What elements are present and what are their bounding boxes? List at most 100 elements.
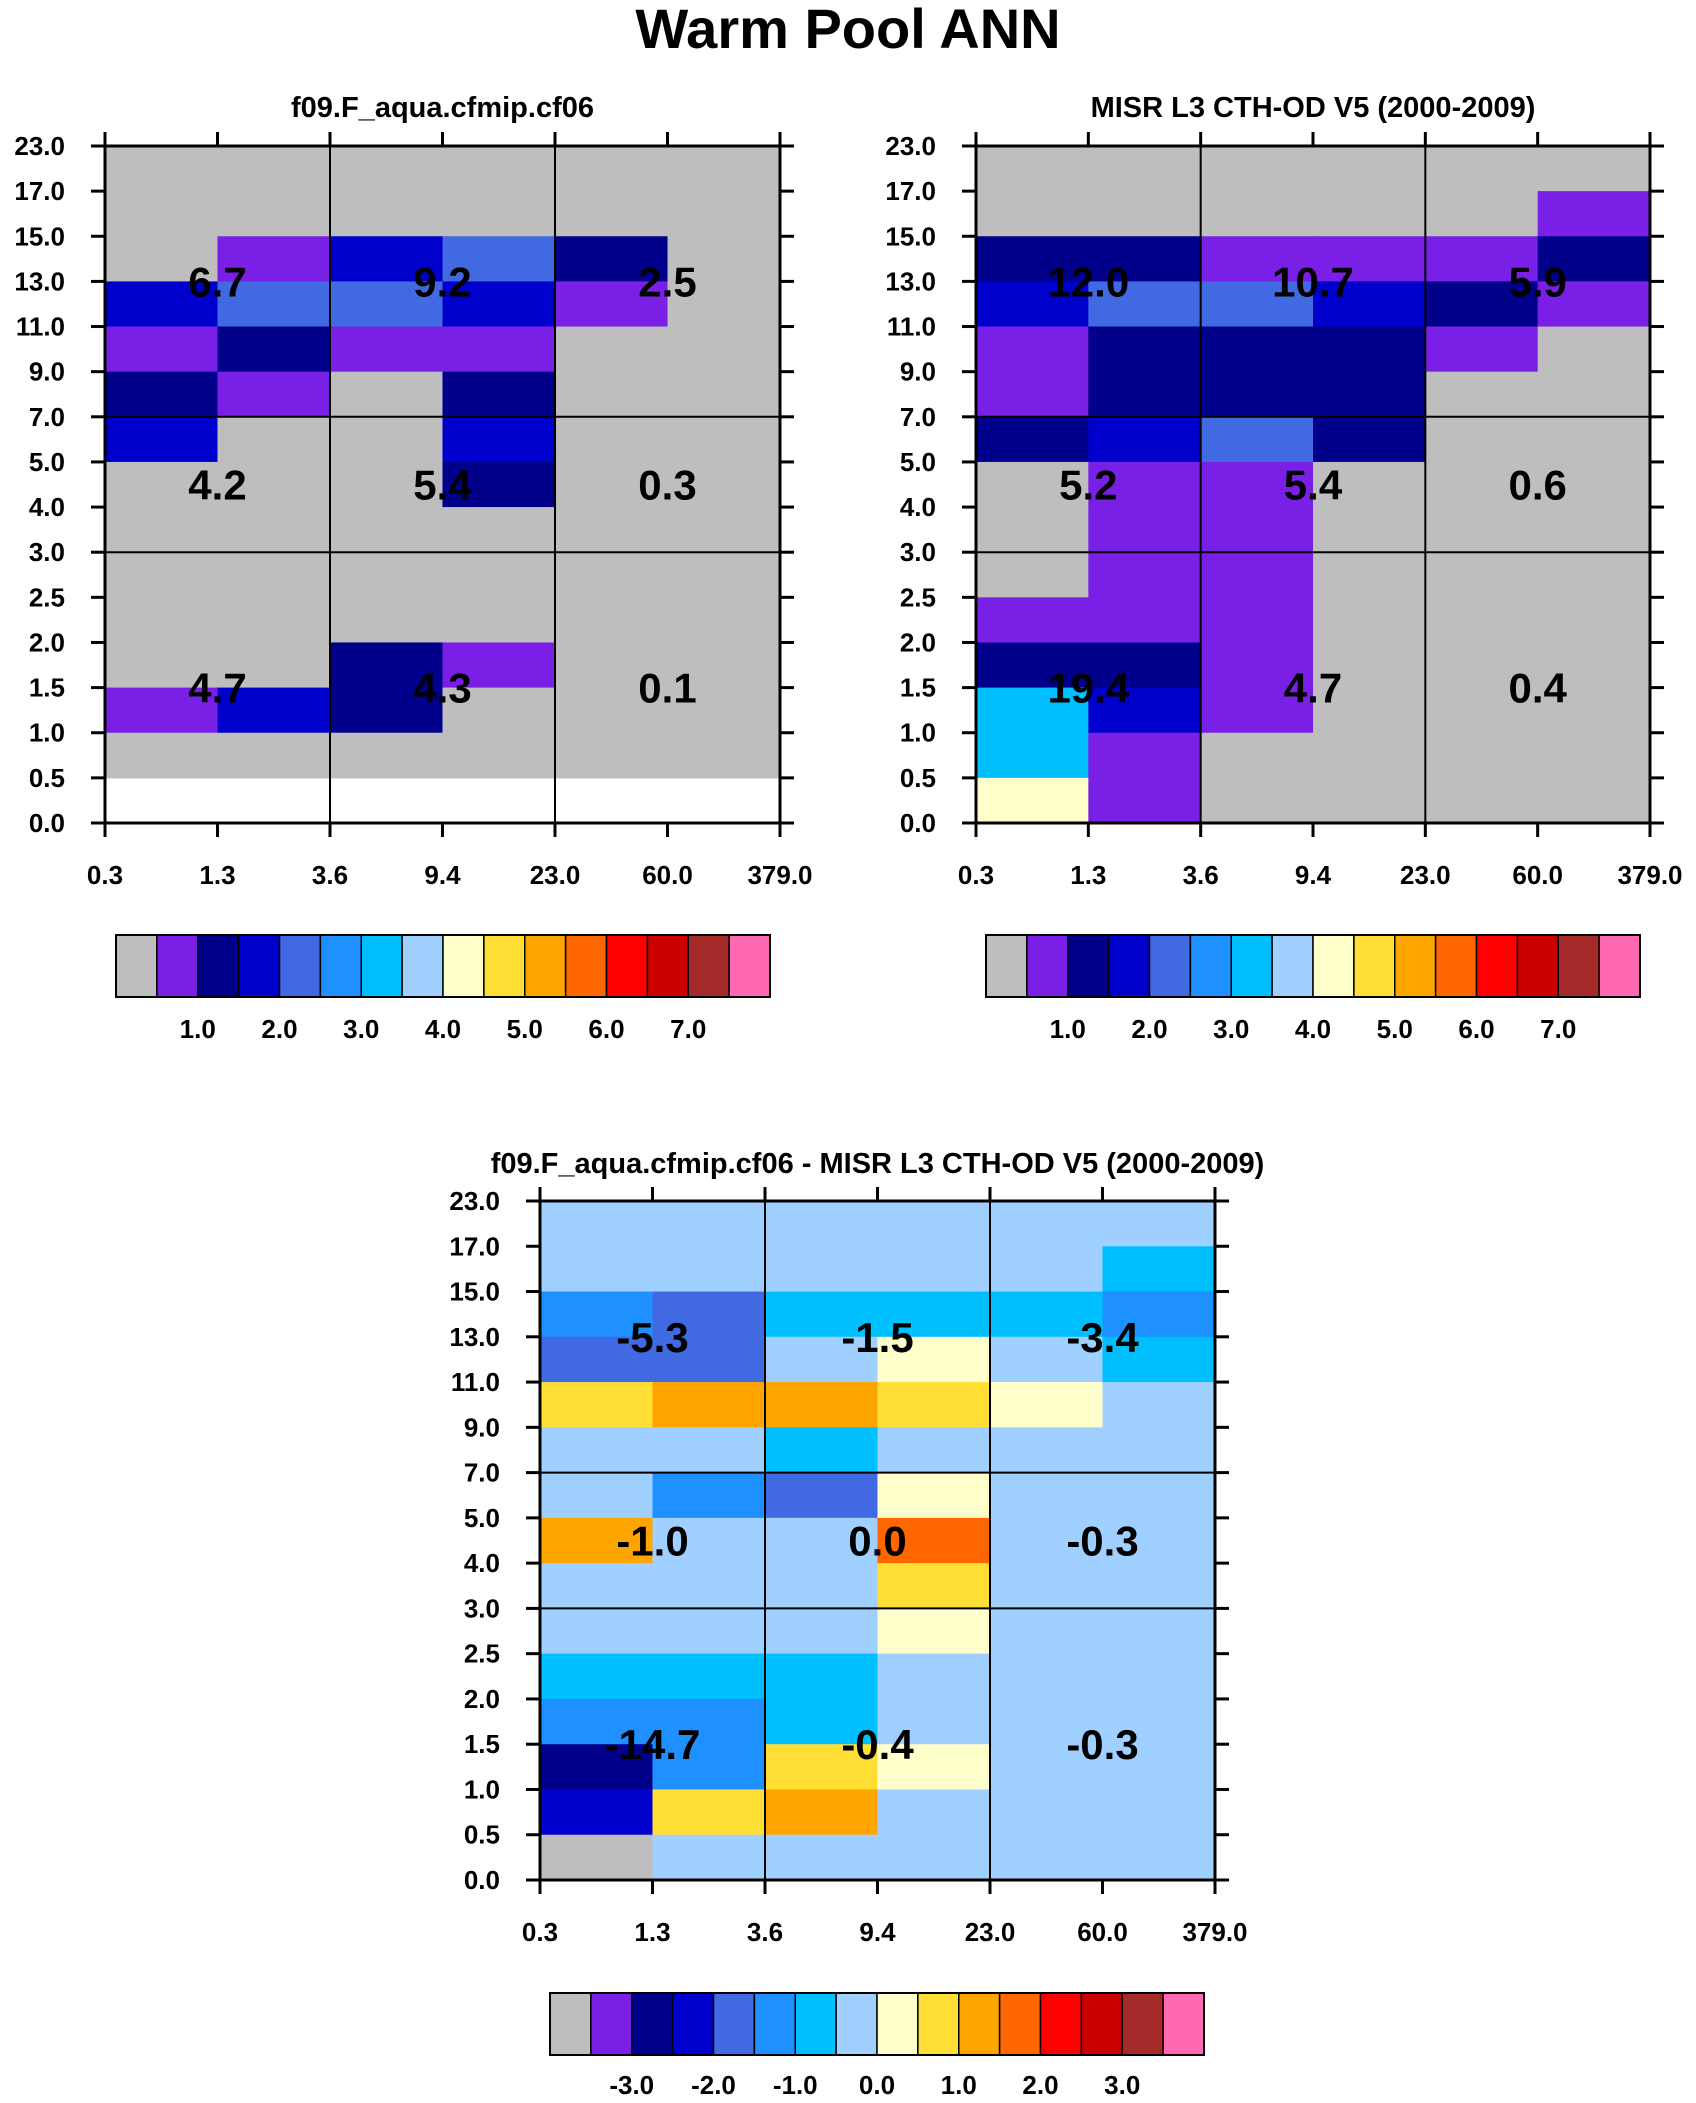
colorbar-label: 1.0 xyxy=(941,2070,977,2100)
colorbar-swatch xyxy=(1557,934,1600,998)
colorbar-swatch xyxy=(1271,934,1314,998)
heatmap-cell xyxy=(1313,326,1426,373)
x-tick-label: 9.4 xyxy=(424,860,461,890)
y-tick-label: 0.5 xyxy=(900,763,936,793)
x-tick-label: 23.0 xyxy=(530,860,581,890)
y-tick-label: 7.0 xyxy=(464,1458,500,1488)
colorbar-label: 0.0 xyxy=(859,2070,895,2100)
heatmap-cell xyxy=(540,1517,654,1564)
colorbar-label: 3.0 xyxy=(1104,2070,1140,2100)
heatmap-cell xyxy=(990,1472,1104,1519)
colorbar-swatch xyxy=(197,934,240,998)
heatmap-cell xyxy=(442,416,556,463)
heatmap-cell xyxy=(540,1291,654,1338)
heatmap-cell xyxy=(105,191,219,237)
heatmap-cell xyxy=(990,1246,1104,1293)
heatmap-cell xyxy=(540,1201,654,1247)
heatmap-cell xyxy=(330,326,444,373)
heatmap-cell xyxy=(1102,1698,1216,1745)
heatmap-cell xyxy=(442,146,556,192)
heatmap-cell xyxy=(877,1744,991,1791)
heatmap-cell xyxy=(555,461,669,508)
heatmap-cell xyxy=(877,1382,991,1428)
heatmap-cell xyxy=(990,1744,1104,1791)
heatmap-cell xyxy=(1313,597,1426,644)
heatmap-cell xyxy=(442,281,556,328)
heatmap-cell xyxy=(667,507,781,553)
heatmap-cell xyxy=(1088,687,1202,734)
heatmap-cell xyxy=(555,597,669,644)
heatmap-cell xyxy=(555,642,669,689)
heatmap-cell xyxy=(1313,281,1426,328)
colorbar-label: 3.0 xyxy=(343,1014,379,1044)
heatmap-cell xyxy=(667,461,781,508)
heatmap-cell xyxy=(1102,1291,1216,1338)
colorbar-swatch xyxy=(237,934,281,998)
heatmap-cell xyxy=(652,1427,766,1474)
group-total-label: 5.4 xyxy=(413,462,472,509)
colorbar-swatch xyxy=(646,934,689,998)
group-total-label: 6.7 xyxy=(188,258,246,305)
x-tick-label: 0.3 xyxy=(958,860,994,890)
heatmap-cell xyxy=(540,1653,654,1700)
colorbar-label: 7.0 xyxy=(1540,1014,1576,1044)
heatmap-cell xyxy=(652,1517,766,1564)
y-tick-label: 17.0 xyxy=(14,176,65,206)
heatmap-cell xyxy=(652,1291,766,1338)
y-tick-label: 1.5 xyxy=(29,673,65,703)
heatmap-cell xyxy=(1313,371,1426,418)
heatmap-cell xyxy=(1088,777,1202,824)
heatmap-cell xyxy=(540,1382,654,1428)
heatmap-cell xyxy=(105,416,219,463)
heatmap-cell xyxy=(877,1291,991,1338)
heatmap-cell xyxy=(877,1517,991,1564)
heatmap-cell xyxy=(877,1427,991,1474)
heatmap-cell xyxy=(1537,507,1651,553)
heatmap-cell xyxy=(667,326,781,373)
colorbar-label: 1.0 xyxy=(1050,1014,1086,1044)
heatmap-cell xyxy=(555,326,669,373)
heatmap-cell xyxy=(1088,236,1202,282)
heatmap-cell xyxy=(1200,552,1314,598)
colorbar-label: 2.0 xyxy=(261,1014,297,1044)
heatmap-cell xyxy=(540,1563,654,1609)
heatmap-cell xyxy=(1200,326,1314,373)
heatmap-cell xyxy=(765,1789,879,1836)
heatmap-cell xyxy=(1537,687,1651,734)
heatmap-cell xyxy=(1088,416,1202,463)
y-tick-label: 4.0 xyxy=(29,492,65,522)
heatmap-cell xyxy=(217,191,331,237)
heatmap-cell xyxy=(1537,777,1651,824)
heatmap-cell xyxy=(667,642,781,689)
heatmap-cell xyxy=(1425,507,1539,553)
heatmap-cell xyxy=(330,281,444,328)
group-total-label: 0.3 xyxy=(638,462,696,509)
heatmap-cell xyxy=(217,552,331,598)
heatmap-cell xyxy=(1088,191,1202,237)
heatmap-cell xyxy=(217,732,331,779)
colorbar-swatch xyxy=(1080,1992,1123,2056)
heatmap-cell xyxy=(1102,1608,1216,1655)
heatmap-cell xyxy=(1102,1246,1216,1293)
colorbar-label: -3.0 xyxy=(609,2070,654,2100)
group-total-label: 4.7 xyxy=(1284,665,1342,712)
heatmap-cell xyxy=(1200,281,1314,328)
colorbar-label: 2.0 xyxy=(1022,2070,1058,2100)
colorbar-swatch xyxy=(1067,934,1110,998)
colorbar-swatch xyxy=(1434,934,1478,998)
group-total-label: 0.1 xyxy=(638,665,696,712)
colorbar-swatch xyxy=(728,934,771,998)
heatmap-cell xyxy=(1088,461,1202,508)
group-total-label: -5.3 xyxy=(616,1314,688,1361)
heatmap-cell xyxy=(652,1563,766,1609)
heatmap-cell xyxy=(1313,777,1426,824)
group-total-label: 0.0 xyxy=(848,1518,906,1565)
heatmap-cell xyxy=(330,191,444,237)
heatmap-cell xyxy=(990,1336,1104,1383)
heatmap-cell xyxy=(667,191,781,237)
heatmap-cell xyxy=(990,1517,1104,1564)
colorbar-swatch xyxy=(590,1992,633,2056)
y-tick-label: 0.0 xyxy=(900,808,936,838)
heatmap-cell xyxy=(105,642,219,689)
heatmap-cell xyxy=(442,461,556,508)
